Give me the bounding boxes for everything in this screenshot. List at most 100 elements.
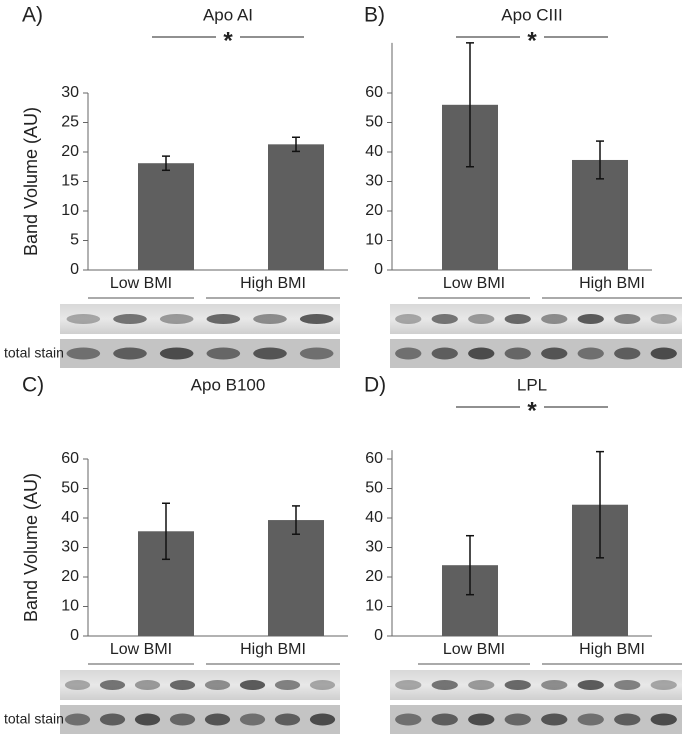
y-tick-label: 30 [61, 539, 79, 556]
y-tick-label: 40 [61, 509, 79, 526]
band [99, 680, 126, 690]
band [395, 314, 422, 324]
total-stain-blot [60, 339, 340, 368]
y-tick-label: 60 [61, 450, 79, 467]
band [614, 347, 641, 360]
x-tick-label: Low BMI [110, 275, 172, 292]
band [134, 680, 161, 690]
y-tick-label: 10 [61, 598, 79, 615]
bar [138, 163, 194, 270]
band [206, 347, 241, 360]
bar [268, 520, 324, 636]
band [66, 314, 101, 324]
band [299, 314, 334, 324]
band [504, 713, 531, 726]
band [577, 314, 604, 324]
y-tick-label: 50 [365, 480, 383, 497]
band [541, 713, 568, 726]
panel-label: A) [22, 4, 43, 27]
significance-mark: * [527, 27, 537, 54]
band [66, 347, 101, 360]
y-tick-label: 30 [61, 84, 79, 101]
y-tick-label: 20 [61, 568, 79, 585]
panel-label: D) [364, 374, 386, 397]
y-axis-label: Band Volume (AU) [21, 107, 41, 256]
band [99, 713, 126, 726]
band [274, 680, 301, 690]
band [577, 347, 604, 360]
band [239, 713, 266, 726]
chart-title: Apo AI [203, 5, 253, 24]
band [468, 713, 495, 726]
significance-mark: * [527, 397, 537, 424]
band [113, 347, 147, 360]
y-tick-label: 0 [374, 261, 383, 278]
y-tick-label: 0 [70, 261, 79, 278]
band [468, 314, 495, 324]
chart-title: Apo CIII [501, 5, 562, 24]
band [431, 713, 458, 726]
x-tick-label: High BMI [579, 641, 645, 658]
band [468, 680, 495, 690]
y-tick-label: 10 [365, 232, 383, 249]
band [206, 314, 241, 324]
stain-label: total stain [4, 345, 64, 361]
x-tick-label: High BMI [240, 275, 306, 292]
band [204, 680, 231, 690]
y-tick-label: 10 [61, 202, 79, 219]
band [395, 347, 422, 360]
band [504, 680, 531, 690]
bar [268, 144, 324, 270]
band [504, 347, 531, 360]
band [577, 680, 604, 690]
panel-label: C) [22, 374, 44, 397]
band [431, 347, 458, 360]
band [431, 314, 458, 324]
x-tick-label: Low BMI [443, 641, 505, 658]
band [159, 314, 194, 324]
y-axis-label: Band Volume (AU) [21, 473, 41, 622]
band [113, 314, 147, 324]
y-tick-label: 20 [61, 143, 79, 160]
y-tick-label: 10 [365, 598, 383, 615]
chart-title: LPL [517, 375, 547, 394]
y-tick-label: 50 [61, 480, 79, 497]
band [253, 347, 287, 360]
band [239, 680, 266, 690]
band [650, 314, 677, 324]
band [64, 713, 91, 726]
y-tick-label: 40 [365, 509, 383, 526]
y-tick-label: 20 [365, 202, 383, 219]
y-tick-label: 15 [61, 173, 79, 190]
y-tick-label: 30 [365, 173, 383, 190]
y-tick-label: 5 [70, 232, 79, 249]
band [169, 680, 196, 690]
band [504, 314, 531, 324]
band [614, 314, 641, 324]
band [541, 314, 568, 324]
band [614, 680, 641, 690]
band [650, 713, 677, 726]
band [64, 680, 91, 690]
band [468, 347, 495, 360]
chart-title: Apo B100 [191, 375, 266, 394]
panel-label: B) [364, 4, 385, 27]
band [395, 680, 422, 690]
band [159, 347, 194, 360]
stain-label: total stain [4, 711, 64, 727]
band [204, 713, 231, 726]
y-tick-label: 60 [365, 450, 383, 467]
band [614, 713, 641, 726]
band [253, 314, 287, 324]
band [577, 713, 604, 726]
significance-mark: * [223, 27, 233, 54]
y-tick-label: 30 [365, 539, 383, 556]
band [541, 347, 568, 360]
x-tick-label: Low BMI [110, 641, 172, 658]
x-tick-label: High BMI [579, 275, 645, 292]
band [134, 713, 161, 726]
y-tick-label: 20 [365, 568, 383, 585]
band [650, 680, 677, 690]
band [395, 713, 422, 726]
